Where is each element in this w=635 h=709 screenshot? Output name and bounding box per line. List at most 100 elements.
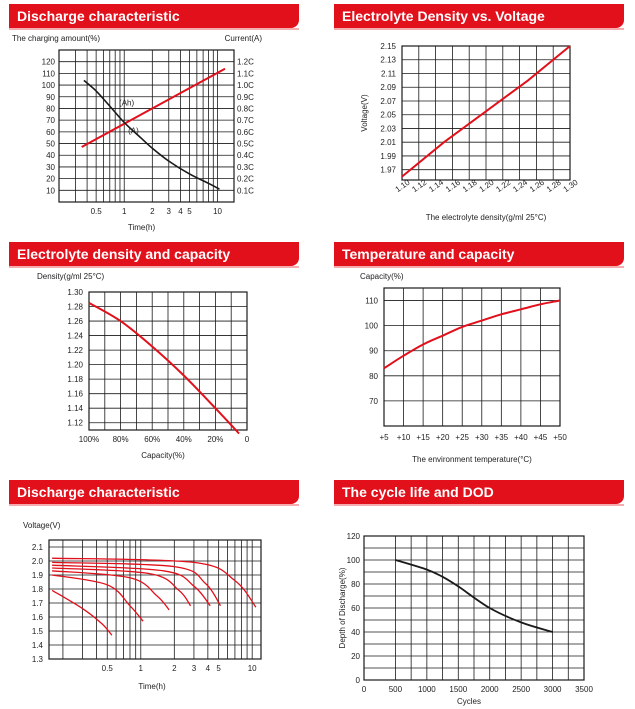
y-tick-label: 110 [365,297,378,306]
plot-border [88,291,248,431]
panel-title: Electrolyte Density vs. Voltage [334,4,624,30]
x-tick-label: +25 [455,433,469,442]
y-tick-label: 40 [46,151,55,160]
x-tick-label: +50 [553,433,567,442]
density-voltage-line [401,45,571,178]
panel-title: Discharge characteristic [9,480,299,506]
y-tick-label: 1.18 [67,375,83,384]
discharge-curve-5 [52,564,211,607]
discharge-curve-7 [52,557,257,608]
y-tick-label: 100 [347,556,361,565]
y-tick-label: 80 [369,372,378,381]
y-tick-label-right: 0.9C [237,93,254,102]
y-tick-label-right: 0.3C [237,163,254,172]
x-axis-label: Capacity(%) [141,451,185,460]
x-axis-label: The electrolyte density(g/ml 25°C) [426,213,547,222]
discharge-chart-2: Voltage(V) 2.1 2.0 1.9 1.8 1.7 1.6 1.5 1.4 1.3 0.5… [23,521,262,691]
gridlines [364,536,584,680]
panel-title: Temperature and capacity [334,242,624,268]
x-tick-label: 3000 [544,685,562,694]
x-axis-label: Time(h) [128,223,156,232]
y-tick-label: 50 [46,140,55,149]
x-tick-label: 5 [187,207,192,216]
y-tick-label: 1.97 [380,166,396,175]
y-tick-label: 60 [351,604,360,613]
density-capacity-line [88,302,240,435]
y-tick-label: 1.5 [32,627,44,636]
y-tick-label: 1.26 [67,317,83,326]
discharge-curve-2 [52,574,144,622]
panel-title: The cycle life and DOD [334,480,624,506]
plot-frame [401,45,571,181]
x-tick-label: 1 [139,664,144,673]
y-tick-label-right: 0.4C [237,151,254,160]
y-tick-label: 2.11 [381,69,397,78]
x-tick-label: 3 [192,664,197,673]
x-tick-label: +20 [436,433,450,442]
x-tick-label: 1500 [449,685,467,694]
plot-frame [383,287,561,427]
y-tick-label: 1.99 [380,152,396,161]
y-tick-label: 1.4 [32,641,44,650]
gridlines [383,288,561,426]
y-tick-label-right: 0.6C [237,128,254,137]
y-tick-label: 20 [351,652,360,661]
x-tick-label: +30 [475,433,489,442]
discharge-curve-1 [51,589,113,636]
x-tick-label: 4 [178,207,183,216]
x-tick-label: +45 [534,433,548,442]
x-tick-label: 0.5 [102,664,114,673]
density-capacity-chart: Density(g/ml 25°C) 1.30 1.28 1.26 1.24 1.22 1.… [37,272,250,460]
y-tick-label-right: 0.2C [237,175,254,184]
plot-frame [363,535,585,681]
y-tick-label: 1.16 [67,390,83,399]
x-tick-label: 0.5 [91,207,103,216]
y-axis-label-left: The charging amount(%) [12,34,100,43]
y-tick-label: 1.28 [67,303,83,312]
y-axis-label: Voltage(V) [23,521,61,530]
density-voltage-chart: 2.15 2.13 2.11 2.09 2.07 2.05 2.03 2.01 1.99 1.97… [360,42,580,222]
y-axis-label: Voltage(V) [360,94,369,132]
y-tick-label-right: 1.0C [237,81,254,90]
y-tick-label: 2.0 [32,557,44,566]
x-tick-label: 0 [362,685,367,694]
y-tick-label: 1.20 [67,361,83,370]
x-tick-label: +10 [397,433,411,442]
x-tick-label: 3500 [575,685,593,694]
series-ah-line [81,67,226,148]
series-label-a: (A) [128,127,139,136]
gridlines [49,540,261,660]
x-tick-label: +5 [379,433,389,442]
y-tick-label: 2.03 [380,124,396,133]
y-axis-label: Depth of Discharge(%) [338,567,347,648]
discharge-chart-1: The charging amount(%) Current(A)12011010… [12,34,262,232]
x-tick-label: 4 [206,664,211,673]
y-tick-label: 60 [46,128,55,137]
y-tick-label: 2.01 [380,138,396,147]
x-tick-label: 1000 [418,685,436,694]
y-tick-label: 0 [356,676,361,685]
plot-frame [88,291,248,431]
x-tick-label: +15 [416,433,430,442]
y-tick-label: 90 [46,93,55,102]
y-tick-label: 100 [365,322,379,331]
x-axis-label: Time(h) [138,682,166,691]
y-tick-label: 2.09 [380,83,396,92]
discharge-curve-6 [52,561,222,607]
y-tick-label: 1.12 [67,419,83,428]
y-axis-label: Capacity(%) [360,272,404,281]
y-tick-label: 110 [42,69,55,78]
gridlines [401,45,571,180]
y-tick-label-right: 1.1C [237,69,254,78]
y-tick-label-right: 0.8C [237,104,254,113]
x-tick-label: 5 [216,664,221,673]
x-tick-label: 60% [144,435,160,444]
panel-discharge-2: Discharge characteristic Voltage(V) 2.1 2.… [9,480,299,708]
y-tick-label: 120 [347,532,361,541]
y-tick-label: 70 [46,116,55,125]
y-tick-label: 1.30 [67,288,83,297]
x-tick-label: 20% [207,435,223,444]
x-axis-label: The environment temperature(°C) [412,455,532,464]
y-tick-label: 10 [46,186,55,195]
